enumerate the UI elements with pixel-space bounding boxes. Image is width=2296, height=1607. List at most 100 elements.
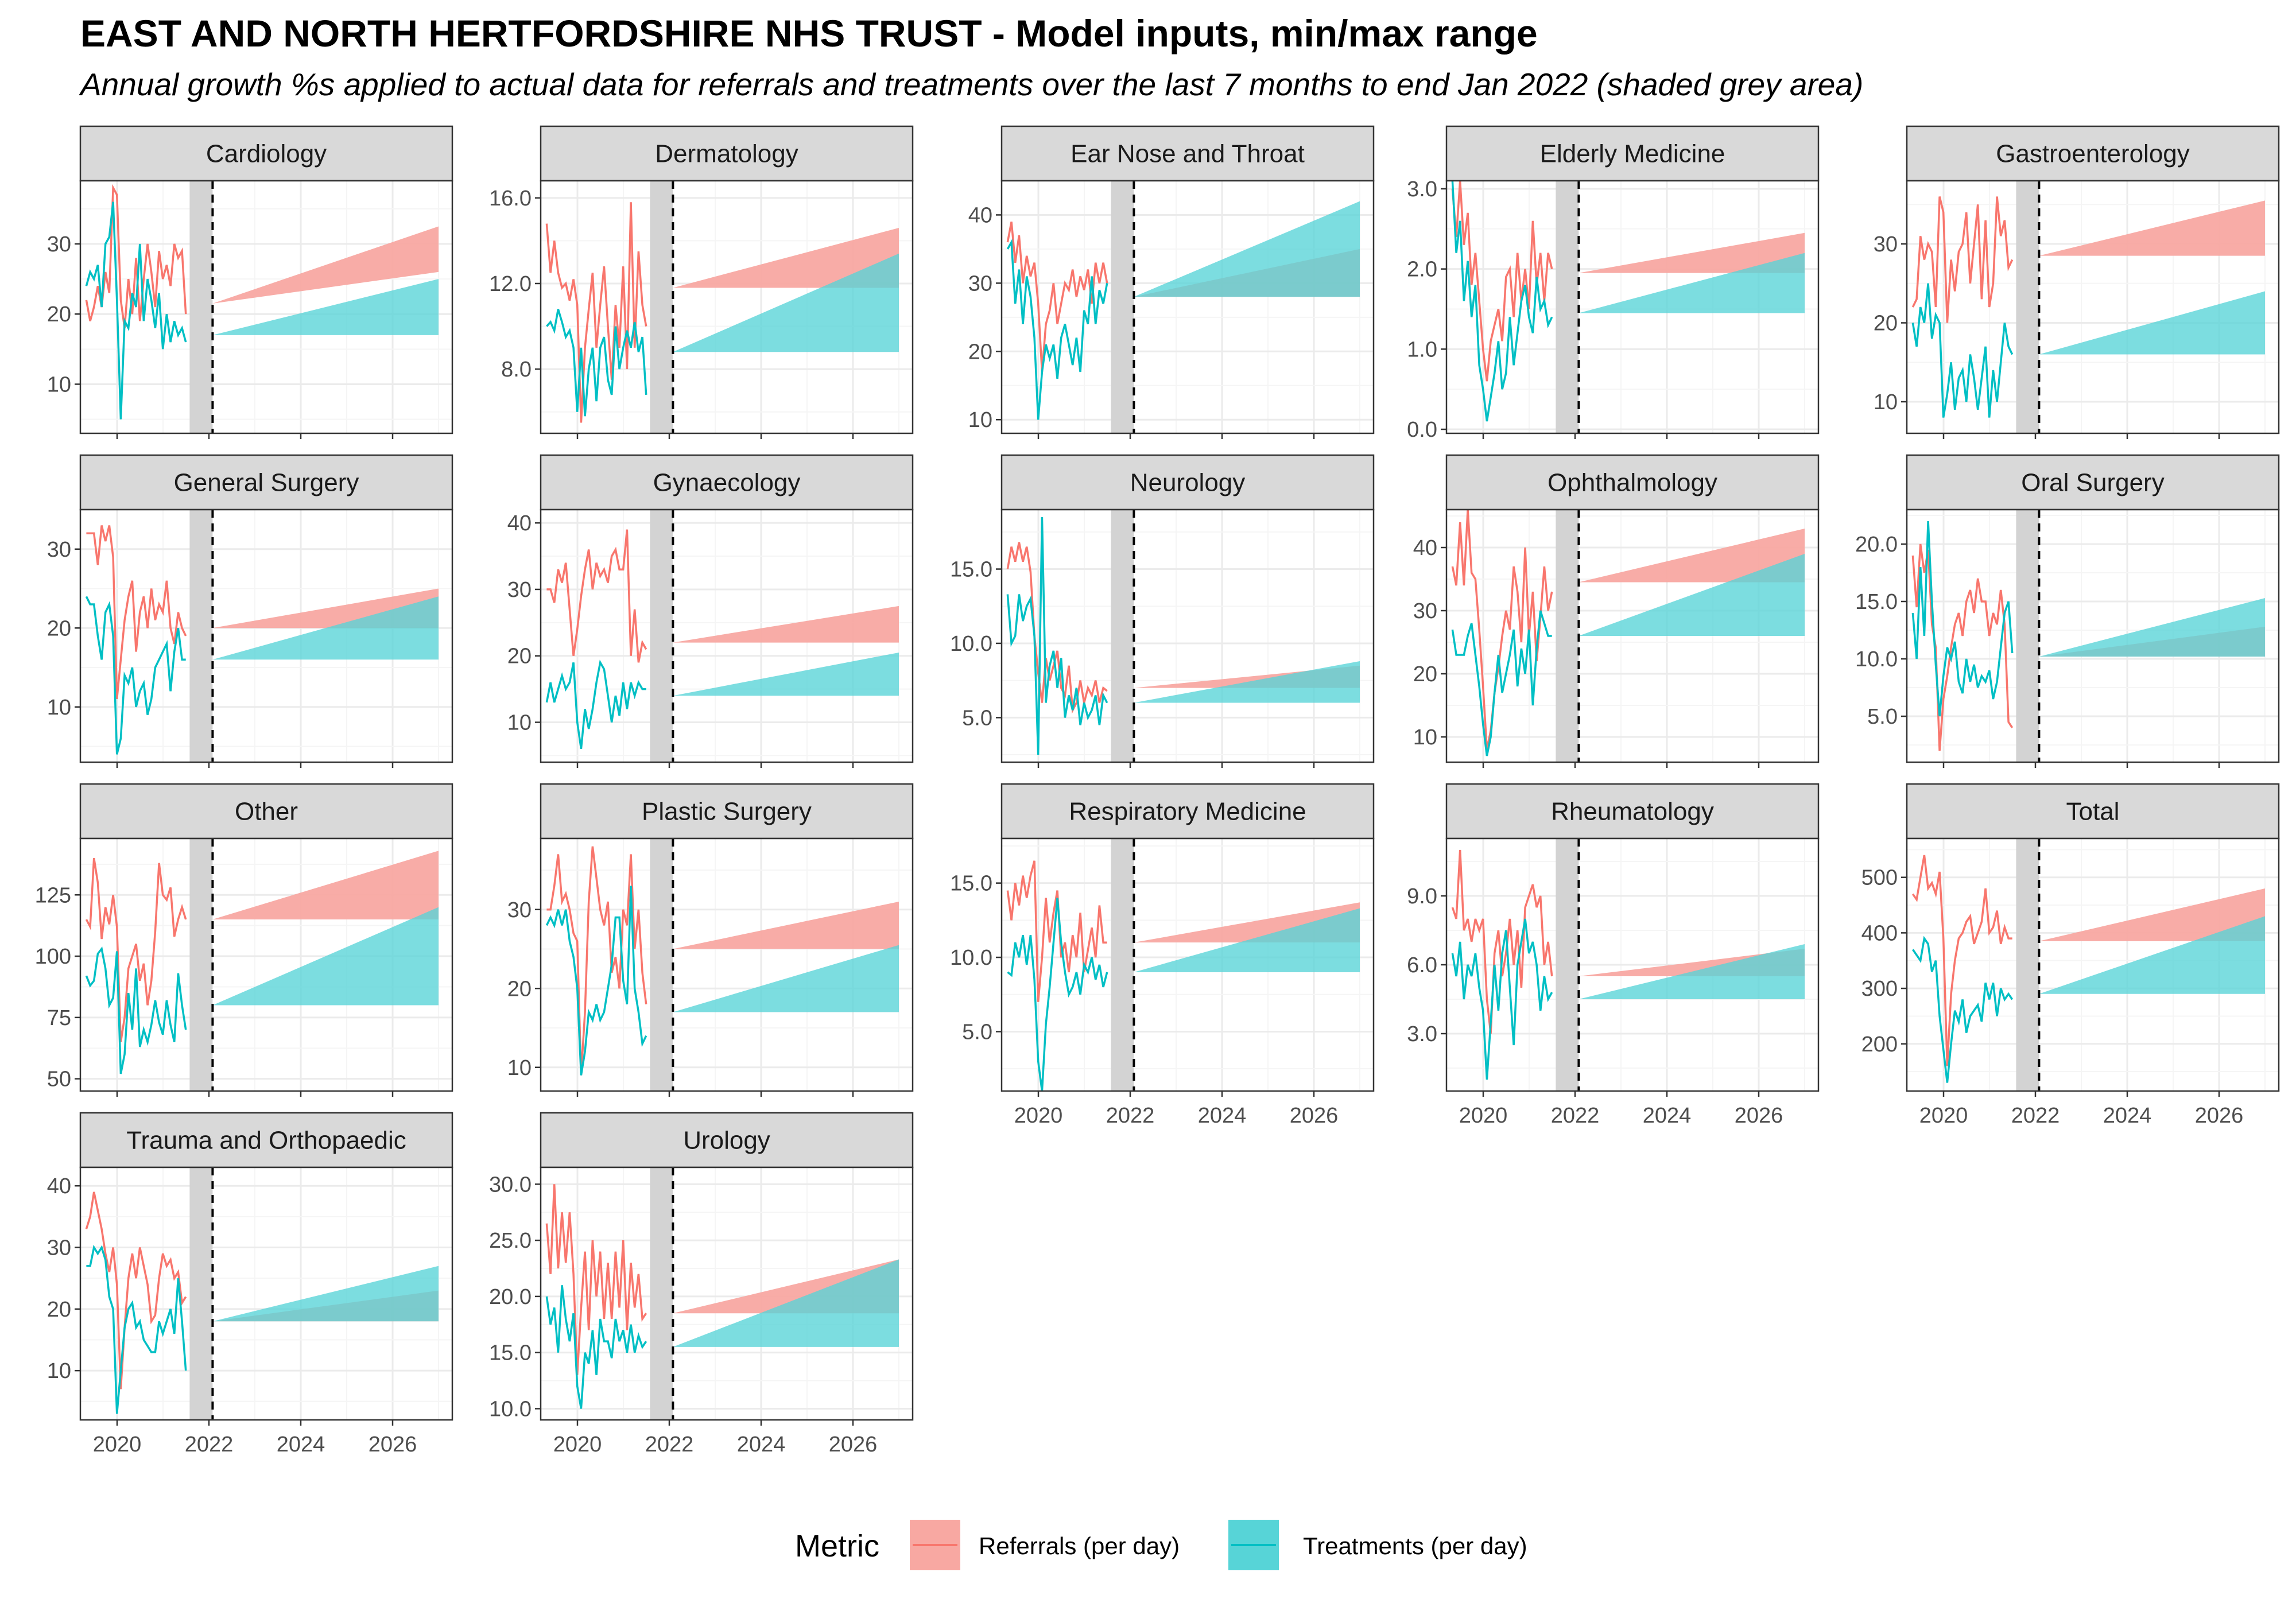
facet-strip xyxy=(1000,454,1375,511)
treatments-projection xyxy=(212,596,439,660)
facet-strip xyxy=(1906,454,2280,511)
treatments-line xyxy=(1451,918,1553,1080)
y-tick-label: 20 xyxy=(968,340,992,364)
x-tick-label: 2022 xyxy=(1551,1104,1600,1128)
facet-respiratory-medicine: Respiratory Medicine 5.0 10.0 15.0 2020 2022 2… xyxy=(950,783,1375,1128)
treatments-line xyxy=(546,309,647,417)
y-tick-label: 500 xyxy=(1861,866,1898,890)
facet-ophthalmology: Ophthalmology 10 20 30 40 xyxy=(1413,454,1820,768)
facet-panels: Cardiology 10 20 30 Dermatology 8.0 12.0 16.0 Ea… xyxy=(35,125,2280,1457)
referrals-line xyxy=(1911,544,2014,751)
treatments-projection xyxy=(1134,201,1360,297)
facet-strip xyxy=(1445,454,1820,511)
shaded-period xyxy=(1556,181,1579,433)
treatments-projection xyxy=(1578,944,1805,999)
facet-oral-surgery: Oral Surgery 5.0 10.0 15.0 20.0 xyxy=(1855,454,2280,768)
panel-border xyxy=(1906,837,2280,1092)
y-tick-label: 30 xyxy=(47,1236,71,1260)
y-tick-label: 125 xyxy=(35,883,71,907)
y-tick-label: 10 xyxy=(47,696,71,720)
shaded-period xyxy=(650,510,673,762)
facet-title: Respiratory Medicine xyxy=(1069,798,1306,826)
referrals-line xyxy=(545,1184,647,1375)
facet-strip xyxy=(1445,125,1820,182)
referrals-line xyxy=(85,1191,187,1389)
facet-title: Plastic Surgery xyxy=(642,798,812,826)
y-tick-label: 20 xyxy=(1874,312,1898,336)
y-tick-label: 10 xyxy=(507,1056,532,1080)
panel-border xyxy=(79,1166,453,1421)
facet-gastroenterology: Gastroenterology 10 20 30 xyxy=(1874,125,2280,439)
referrals-line xyxy=(86,525,187,700)
y-tick-label: 10.0 xyxy=(950,632,992,656)
treatments-projection xyxy=(212,1266,439,1322)
y-tick-label: 16.0 xyxy=(489,187,532,211)
y-tick-label: 30 xyxy=(1413,599,1437,623)
shaded-period xyxy=(189,510,213,762)
treatments-projection xyxy=(1134,661,1360,703)
y-tick-label: 40 xyxy=(968,203,992,227)
y-tick-label: 9.0 xyxy=(1407,884,1437,909)
y-tick-label: 5.0 xyxy=(962,1020,992,1044)
referrals-projection xyxy=(673,605,899,643)
treatments-projection xyxy=(673,945,899,1012)
facet-title: Urology xyxy=(683,1127,770,1155)
panel-background xyxy=(1002,181,1374,433)
panel-border xyxy=(79,180,453,434)
referrals-line xyxy=(1911,855,2012,1066)
y-tick-label: 20 xyxy=(47,302,71,327)
panel-border xyxy=(1445,509,1820,763)
treatments-line xyxy=(1006,238,1108,420)
y-tick-label: 30 xyxy=(507,578,532,602)
treatments-line xyxy=(1911,521,2014,717)
facet-title: Gastroenterology xyxy=(1996,140,2190,168)
referrals-projection xyxy=(673,228,899,288)
shaded-period xyxy=(1556,839,1579,1091)
x-tick-label: 2024 xyxy=(277,1433,325,1457)
treatments-line xyxy=(85,596,186,755)
x-tick-label: 2026 xyxy=(2195,1104,2244,1128)
y-tick-label: 3.0 xyxy=(1407,177,1437,201)
referrals-projection xyxy=(212,851,439,919)
treatments-line xyxy=(85,946,187,1074)
panel-background xyxy=(1002,510,1374,762)
referrals-line xyxy=(1911,196,2014,323)
y-tick-label: 10 xyxy=(968,408,992,432)
facet-cardiology: Cardiology 10 20 30 xyxy=(47,125,453,439)
facet-neurology: Neurology 5.0 10.0 15.0 xyxy=(950,454,1375,768)
x-tick-label: 2026 xyxy=(1735,1104,1783,1128)
panel-border xyxy=(1445,180,1820,434)
treatments-projection xyxy=(673,253,899,352)
facet-strip xyxy=(540,125,914,182)
treatments-line xyxy=(1911,283,2014,418)
y-tick-label: 400 xyxy=(1861,921,1898,945)
shaded-period xyxy=(2016,181,2039,433)
referrals-projection xyxy=(1578,232,1805,273)
referrals-line xyxy=(1451,849,1553,1034)
shaded-period xyxy=(1111,181,1134,433)
treatments-line xyxy=(86,1244,187,1414)
treatments-projection xyxy=(2039,916,2265,994)
referrals-line xyxy=(546,846,647,1076)
y-tick-label: 20 xyxy=(507,977,532,1001)
y-tick-label: 15.0 xyxy=(950,558,992,582)
panel-border xyxy=(1000,180,1375,434)
panel-border xyxy=(540,180,914,434)
facet-dermatology: Dermatology 8.0 12.0 16.0 xyxy=(489,125,914,439)
y-tick-label: 20 xyxy=(47,1298,71,1322)
x-tick-label: 2026 xyxy=(829,1433,878,1457)
treatments-line xyxy=(545,659,646,750)
panel-border xyxy=(79,509,453,763)
facet-elderly-medicine: Elderly Medicine 0.0 1.0 2.0 3.0 xyxy=(1407,125,1820,442)
treatments-projection xyxy=(2039,291,2265,355)
x-tick-label: 2020 xyxy=(93,1433,142,1457)
y-tick-label: 10 xyxy=(1413,725,1437,750)
facet-strip xyxy=(1906,783,2280,840)
facet-strip xyxy=(1000,783,1375,840)
x-tick-label: 2022 xyxy=(1106,1104,1155,1128)
y-tick-label: 5.0 xyxy=(1867,705,1898,729)
y-tick-label: 10.0 xyxy=(950,946,992,970)
legend-item-treatments: Treatments (per day) xyxy=(1228,1520,1527,1570)
facet-title: Gynaecology xyxy=(653,469,801,497)
